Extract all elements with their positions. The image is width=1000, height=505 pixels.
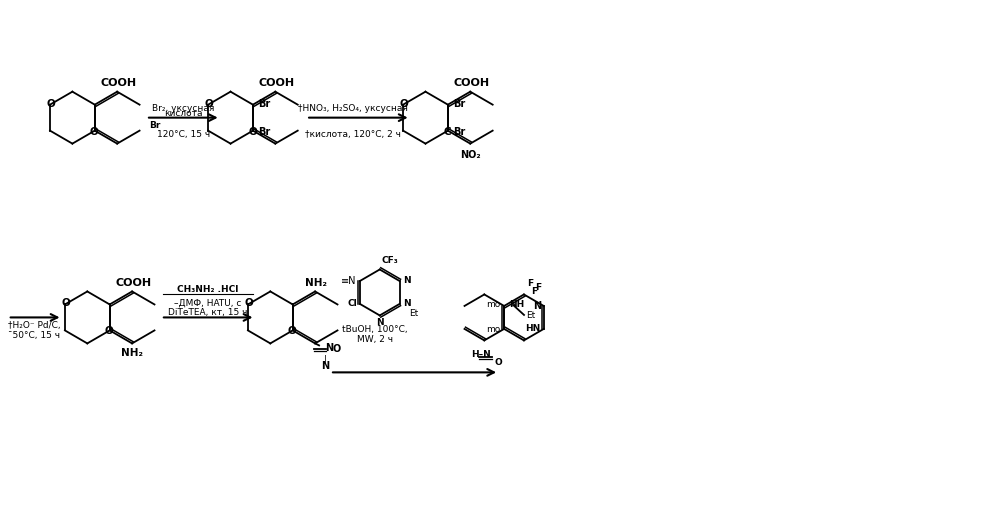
Text: O: O <box>248 127 257 137</box>
Text: O: O <box>204 98 213 109</box>
Text: O: O <box>288 326 297 336</box>
Text: O: O <box>46 98 55 109</box>
Text: O: O <box>90 127 99 137</box>
Text: –ДМФ, HATU, с: –ДМФ, HATU, с <box>174 298 242 308</box>
Text: †H₂O⁻ Pd/C,: †H₂O⁻ Pd/C, <box>8 321 60 330</box>
Text: NO₂: NO₂ <box>460 149 481 160</box>
Text: Et: Et <box>409 309 419 318</box>
Text: COOH: COOH <box>258 78 294 88</box>
Text: |: | <box>324 356 327 365</box>
Text: O: O <box>494 359 502 367</box>
Text: Br: Br <box>453 127 465 137</box>
Text: O: O <box>61 298 70 309</box>
Text: DiТеTEA, кт, 15 ч: DiТеTEA, кт, 15 ч <box>168 309 248 318</box>
Text: mo: mo <box>486 300 500 310</box>
Text: ≡N: ≡N <box>341 276 357 286</box>
Text: F: F <box>531 287 537 296</box>
Text: C: C <box>444 127 451 137</box>
Text: COOH: COOH <box>115 278 151 288</box>
Text: mo: mo <box>486 325 500 334</box>
Text: CH₃NH₂ .HCl: CH₃NH₂ .HCl <box>177 285 239 294</box>
Text: NH: NH <box>509 300 524 310</box>
Text: O: O <box>244 298 253 309</box>
Text: Br: Br <box>453 98 465 109</box>
Text: NH₂: NH₂ <box>305 278 327 288</box>
Text: HN: HN <box>526 324 541 333</box>
Text: O: O <box>105 326 114 336</box>
Text: COOH: COOH <box>100 78 136 88</box>
Text: †HNO₃, H₂SO₄, уксусная: †HNO₃, H₂SO₄, уксусная <box>298 104 408 113</box>
Text: NH₂: NH₂ <box>121 348 143 359</box>
Text: O: O <box>332 344 340 355</box>
Text: ¯50°C, 15 ч: ¯50°C, 15 ч <box>8 331 60 340</box>
Text: N: N <box>321 362 329 371</box>
Text: Br: Br <box>149 121 160 130</box>
Text: F: F <box>527 279 533 288</box>
Text: MW, 2 ч: MW, 2 ч <box>357 335 393 344</box>
Text: N: N <box>404 299 411 309</box>
Text: N: N <box>376 319 384 327</box>
Text: H–N: H–N <box>471 350 491 360</box>
Text: F: F <box>535 283 541 292</box>
Text: Br: Br <box>258 127 270 137</box>
Text: Br: Br <box>258 98 270 109</box>
Text: Br₂, уксусная: Br₂, уксусная <box>152 104 214 113</box>
Text: N: N <box>533 301 541 311</box>
Text: Et: Et <box>526 312 535 321</box>
Text: N: N <box>325 343 333 354</box>
Text: CF₃: CF₃ <box>382 257 398 266</box>
Text: Cl: Cl <box>347 299 357 309</box>
Text: O: O <box>399 98 408 109</box>
Text: †кислота, 120°C, 2 ч: †кислота, 120°C, 2 ч <box>305 130 401 139</box>
Text: 120°C, 15 ч: 120°C, 15 ч <box>157 130 210 139</box>
Text: tBuOH, 100°C,: tBuOH, 100°C, <box>342 325 408 334</box>
Text: N: N <box>404 276 411 285</box>
Text: кислота: кислота <box>164 109 203 118</box>
Text: COOH: COOH <box>453 78 489 88</box>
